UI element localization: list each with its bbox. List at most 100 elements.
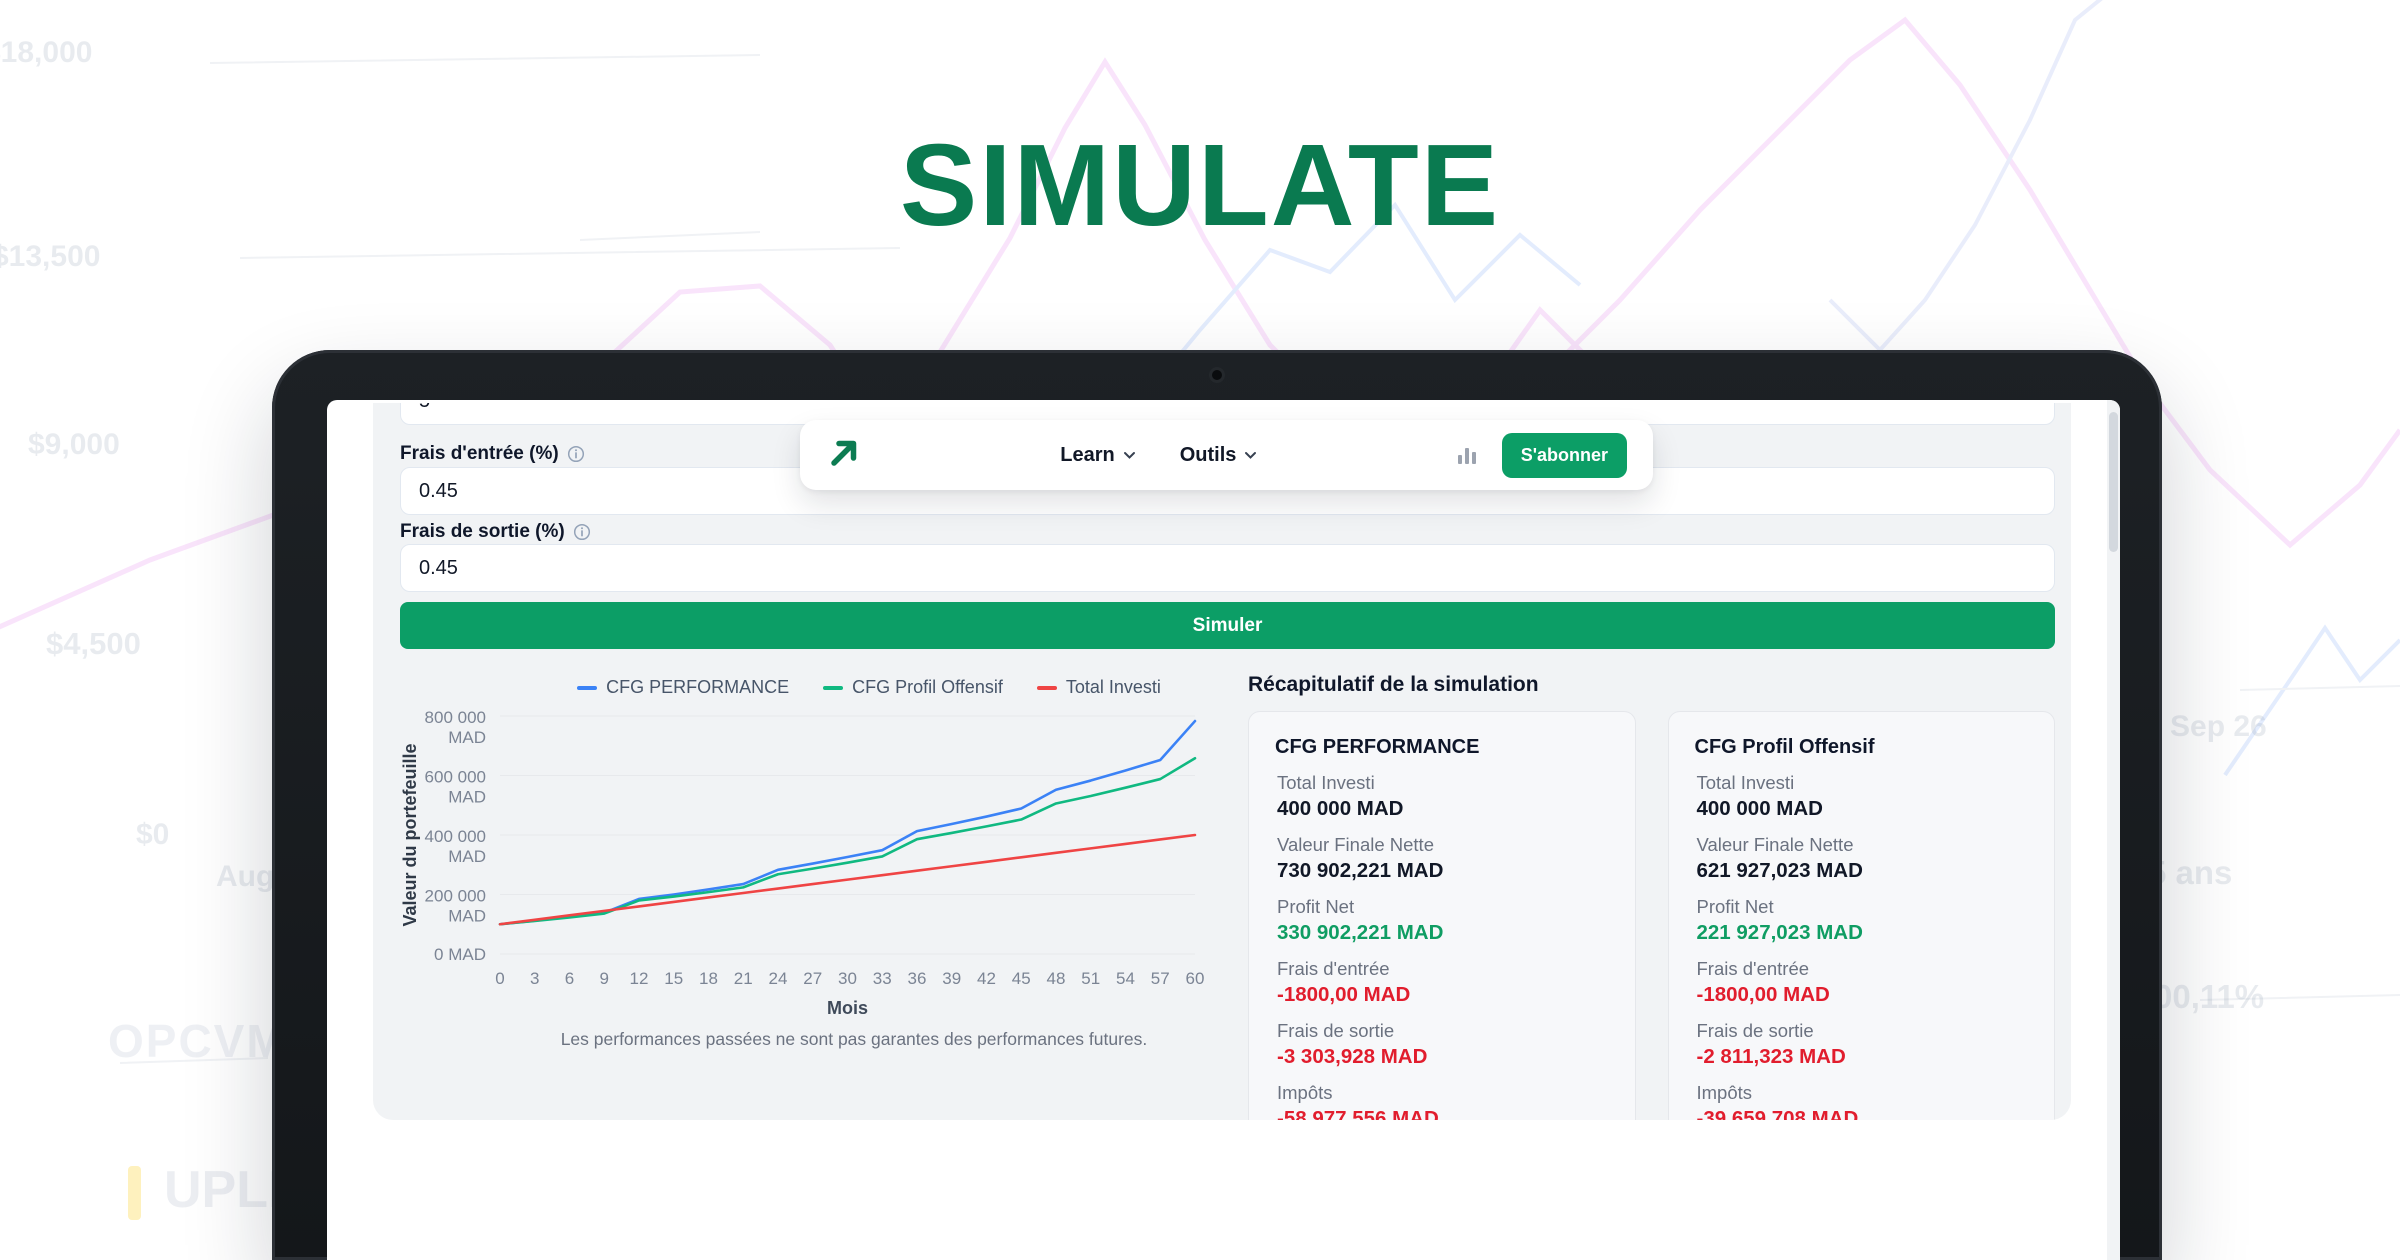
webcam-dot [1212, 370, 1222, 380]
svg-text:200 000: 200 000 [425, 887, 486, 906]
legend-item: CFG PERFORMANCE [577, 677, 789, 698]
svg-text:27: 27 [803, 969, 822, 988]
summary-field-value: 221 927,023 MAD [1696, 921, 1863, 944]
summary-card: CFG Profil Offensif Total Investi 400 000 … [1667, 711, 2055, 1120]
chart-section: CFG PERFORMANCE CFG Profil Offensif Total … [400, 671, 1218, 1120]
arrow-up-right-icon[interactable] [826, 435, 862, 476]
summary-card-title: CFG Profil Offensif [1694, 736, 1875, 758]
summary-field-label: Valeur Finale Nette [1696, 834, 1854, 855]
exit-fee-input[interactable] [400, 544, 2055, 592]
svg-text:18: 18 [699, 969, 718, 988]
entry-fee-label: Frais d'entrée (%) [400, 443, 585, 465]
exit-fee-label-text: Frais de sortie (%) [400, 521, 565, 542]
svg-text:51: 51 [1081, 969, 1100, 988]
chevron-down-icon [1245, 451, 1257, 459]
simulator-panel: Frais d'entrée (%) Frais de sortie (%) [373, 403, 2071, 1120]
summary-field-value: 330 902,221 MAD [1277, 921, 1444, 944]
laptop-screen: Learn Outils S'abonner [327, 400, 2120, 1260]
scrollbar-thumb[interactable] [2109, 412, 2118, 552]
summary-card: CFG PERFORMANCE Total Investi 400 000 MAD V… [1248, 711, 1636, 1120]
svg-text:3: 3 [530, 969, 539, 988]
summary-field-value: -2 811,323 MAD [1696, 1045, 1846, 1068]
summary-field-value: 621 927,023 MAD [1696, 859, 1863, 882]
summary-field-label: Total Investi [1277, 772, 1375, 793]
summary-field-value: -1800,00 MAD [1696, 983, 1830, 1006]
summary-section: Récapitulatif de la simulation CFG PERFO… [1248, 671, 2055, 1120]
subscribe-button[interactable]: S'abonner [1501, 432, 1627, 478]
legend-dash [577, 685, 598, 690]
svg-text:15: 15 [664, 969, 683, 988]
navbar: Learn Outils S'abonner [800, 420, 1653, 490]
simulate-button[interactable]: Simuler [400, 602, 2055, 649]
background-label: 5 ans [2148, 854, 2233, 891]
svg-text:30: 30 [838, 969, 857, 988]
info-icon[interactable] [567, 445, 585, 463]
info-icon[interactable] [573, 523, 591, 541]
svg-text:21: 21 [734, 969, 753, 988]
summary-field-label: Frais de sortie [1696, 1020, 1814, 1041]
svg-text:MAD: MAD [448, 788, 486, 807]
svg-text:0 MAD: 0 MAD [434, 945, 486, 964]
svg-text:Mois: Mois [827, 998, 868, 1018]
svg-text:6: 6 [565, 969, 574, 988]
svg-text:Valeur du portefeuille: Valeur du portefeuille [400, 743, 420, 926]
summary-field-label: Frais de sortie [1277, 1020, 1395, 1041]
background-label: $0 [136, 818, 170, 851]
svg-text:24: 24 [769, 969, 788, 988]
nav-item-outils-label: Outils [1179, 443, 1237, 466]
svg-text:57: 57 [1151, 969, 1170, 988]
svg-text:39: 39 [942, 969, 961, 988]
svg-text:MAD: MAD [448, 907, 486, 926]
background-label: $13,500 [0, 240, 101, 273]
svg-text:54: 54 [1116, 969, 1135, 988]
chevron-down-icon [1123, 451, 1135, 459]
scrollbar[interactable] [2107, 400, 2120, 1260]
entry-fee-label-text: Frais d'entrée (%) [400, 443, 559, 464]
nav-item-learn[interactable]: Learn [1060, 444, 1135, 467]
svg-text:36: 36 [908, 969, 927, 988]
legend-item: CFG Profil Offensif [823, 677, 1003, 698]
background-label: Aug [216, 860, 275, 893]
summary-field-value: -39 659,708 MAD [1696, 1107, 1859, 1120]
laptop-frame: Learn Outils S'abonner [272, 350, 2162, 1260]
svg-text:33: 33 [873, 969, 892, 988]
summary-field-value: 730 902,221 MAD [1277, 859, 1444, 882]
summary-field-label: Frais d'entrée [1277, 958, 1390, 979]
svg-text:9: 9 [600, 969, 609, 988]
svg-text:400 000: 400 000 [425, 827, 486, 846]
legend-item: Total Investi [1036, 677, 1161, 698]
svg-text:42: 42 [977, 969, 996, 988]
svg-text:800 000: 800 000 [425, 708, 486, 727]
chart-disclaimer: Les performances passées ne sont pas gar… [560, 1029, 1148, 1049]
svg-text:600 000: 600 000 [425, 768, 486, 787]
nav-item-learn-label: Learn [1060, 443, 1115, 466]
summary-field-value: -58 977,556 MAD [1277, 1107, 1439, 1120]
legend-label: Total Investi [1065, 677, 1161, 697]
legend-label: CFG Profil Offensif [852, 677, 1003, 697]
nav-item-outils[interactable]: Outils [1180, 444, 1258, 467]
summary-field-label: Frais d'entrée [1696, 958, 1810, 979]
page-title: SIMULATE [899, 120, 1501, 250]
background-label: OPCVM [108, 1015, 287, 1067]
background-label: $4,500 [46, 626, 141, 661]
background-label: 00,11% [2154, 978, 2265, 1015]
background-label: $18,000 [0, 36, 93, 69]
summary-field-label: Valeur Finale Nette [1277, 834, 1434, 855]
svg-text:MAD: MAD [448, 728, 486, 747]
svg-text:48: 48 [1047, 969, 1066, 988]
legend-dash [823, 685, 844, 690]
svg-text:60: 60 [1186, 969, 1205, 988]
summary-card-title: CFG PERFORMANCE [1275, 736, 1480, 758]
chart-legend: CFG PERFORMANCE CFG Profil Offensif Total … [400, 671, 1218, 702]
summary-field-label: Impôts [1277, 1082, 1333, 1103]
summary-heading: Récapitulatif de la simulation [1248, 673, 1539, 696]
decor-tick [128, 1166, 141, 1220]
background-label: $9,000 [28, 428, 120, 461]
bar-chart-icon[interactable] [1456, 444, 1478, 466]
duration-input[interactable] [400, 403, 2055, 425]
summary-field-label: Profit Net [1277, 896, 1355, 917]
svg-text:MAD: MAD [448, 847, 486, 866]
summary-cards: CFG PERFORMANCE Total Investi 400 000 MAD V… [1248, 711, 2055, 1120]
summary-field-value: -3 303,928 MAD [1277, 1045, 1428, 1068]
legend-dash [1036, 685, 1057, 690]
